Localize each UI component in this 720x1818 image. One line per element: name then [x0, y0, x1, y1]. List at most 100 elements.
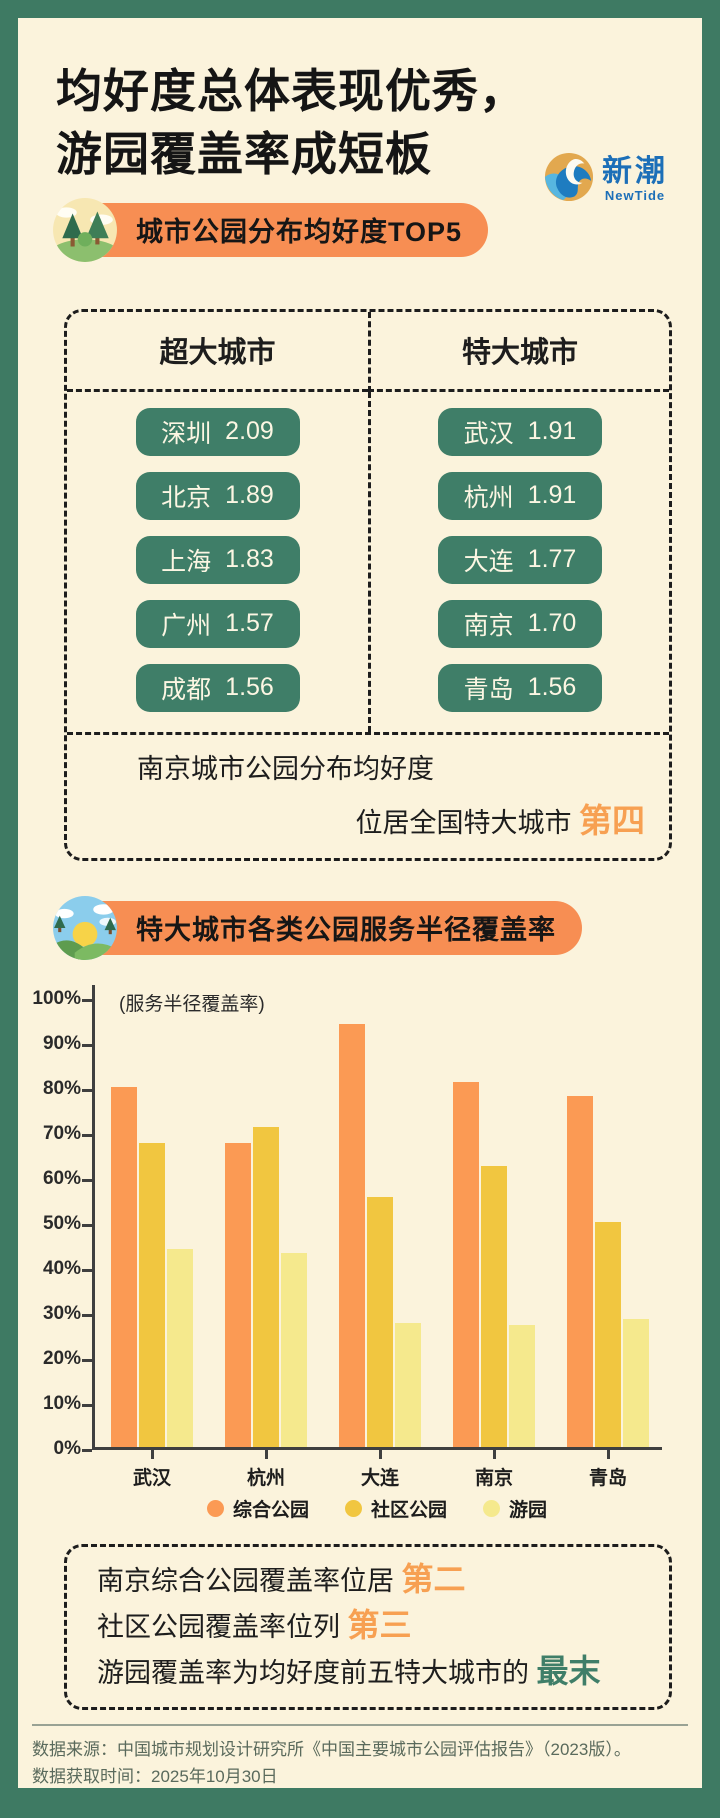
- bar-综合公园-大连: [339, 1023, 365, 1447]
- note-line2: 位居全国特大城市 第四: [137, 794, 649, 842]
- data-retrieved: 数据获取时间：2025年10月30日: [32, 1767, 278, 1787]
- legend-label: 社区公园: [370, 1499, 447, 1521]
- city-score-pill: 广州 1.57: [135, 599, 300, 648]
- city-name: 北京: [161, 483, 212, 512]
- city-name: 深圳: [161, 419, 212, 448]
- note-line1: 南京城市公园分布均好度: [137, 753, 434, 784]
- city-score: 1.91: [527, 417, 577, 446]
- x-tick-label: 青岛: [588, 1467, 627, 1489]
- footer-divider: [32, 1723, 688, 1726]
- y-tick-mark: [82, 1043, 92, 1047]
- bar-group-南京: [437, 1082, 551, 1447]
- bar-group-杭州: [209, 1127, 323, 1447]
- bar-游园-青岛: [623, 1318, 649, 1447]
- top5-note: 南京城市公园分布均好度 位居全国特大城市 第四: [67, 731, 669, 858]
- y-tick-label: 70%: [42, 1122, 81, 1144]
- callout-text: 南京综合公园覆盖率位居: [97, 1565, 402, 1596]
- bar-group-武汉: [95, 1086, 209, 1447]
- city-score: 1.57: [225, 609, 274, 638]
- bar-游园-南京: [509, 1325, 535, 1447]
- note-line2-text: 位居全国特大城市: [355, 807, 579, 838]
- data-source: 数据来源：中国城市规划设计研究所《中国主要城市公园评估报告》（2023版）。: [32, 1739, 631, 1759]
- brand-name-en: NewTide: [604, 187, 666, 203]
- y-tick-label: 90%: [42, 1032, 81, 1054]
- city-name: 上海: [161, 547, 212, 576]
- bar-社区公园-大连: [367, 1197, 393, 1447]
- column-header-mega-cities: 特大城市: [368, 311, 669, 392]
- city-name: 青岛: [463, 675, 514, 704]
- callout-line: 游园覆盖率为均好度前五特大城市的 最末: [97, 1649, 645, 1695]
- city-score: 1.56: [527, 673, 577, 702]
- y-tick-mark: [82, 1133, 92, 1137]
- page-title: 均好度总体表现优秀， 游园覆盖率成短板: [56, 60, 702, 187]
- legend-swatch-icon: [206, 1499, 224, 1517]
- bar-综合公园-武汉: [111, 1086, 137, 1447]
- callout-highlight: 第三: [347, 1606, 412, 1643]
- top5-table: 超大城市 特大城市 深圳 2.09 北京 1.89 上海 1.83 广州 1.57 成都 1.56…: [67, 311, 669, 732]
- y-tick-label: 40%: [42, 1257, 81, 1279]
- infographic-page: 均好度总体表现优秀， 游园覆盖率成短板 新潮 NewTide: [18, 18, 702, 1788]
- city-score-pill: 成都 1.56: [135, 663, 300, 712]
- bar-group-青岛: [551, 1095, 665, 1447]
- city-name: 成都: [161, 675, 212, 704]
- callout-highlight: 第二: [401, 1560, 466, 1597]
- city-score-pill: 深圳 2.09: [135, 407, 300, 456]
- y-tick-mark: [82, 1448, 92, 1452]
- callout-line: 南京综合公园覆盖率位居 第二: [97, 1557, 645, 1603]
- legend-item: 社区公园: [344, 1495, 447, 1522]
- column-header-super-cities: 超大城市: [67, 312, 368, 392]
- y-tick-mark: [82, 998, 92, 1002]
- bar-社区公园-武汉: [139, 1143, 165, 1447]
- coverage-bar-chart: (服务半径覆盖率) 100% 90% 80% 70% 60% 50% 40% 30% 20% 10…: [18, 984, 702, 1530]
- city-name: 武汉: [463, 419, 514, 448]
- page-title-line1: 均好度总体表现优秀，: [56, 65, 526, 117]
- section2-header-row: 特大城市各类公园服务半径覆盖率: [53, 895, 702, 960]
- section2-title: 特大城市各类公园服务半径覆盖率: [136, 915, 556, 946]
- mega-cities-list: 武汉 1.91 杭州 1.91 大连 1.77 南京 1.70 青岛 1.56: [368, 391, 669, 732]
- city-name: 大连: [463, 547, 514, 576]
- y-tick-label: 10%: [42, 1392, 81, 1414]
- y-tick-mark: [82, 1268, 92, 1272]
- x-tick-label: 杭州: [246, 1467, 285, 1489]
- legend-swatch-icon: [483, 1499, 500, 1517]
- city-score: 1.70: [527, 609, 577, 638]
- city-name: 南京: [463, 611, 514, 640]
- city-score-pill: 大连 1.77: [438, 535, 602, 584]
- city-score: 1.77: [527, 545, 577, 574]
- city-name: 广州: [161, 611, 212, 640]
- y-tick-mark: [82, 1403, 92, 1407]
- chart-plot-area: (服务半径覆盖率) 100% 90% 80% 70% 60% 50% 40% 30% 20% 10…: [32, 984, 665, 1489]
- city-score-pill: 南京 1.70: [438, 599, 602, 648]
- legend-item: 游园: [483, 1495, 547, 1522]
- y-tick-label: 60%: [42, 1167, 81, 1189]
- bar-社区公园-杭州: [253, 1127, 279, 1447]
- bar-游园-大连: [395, 1323, 421, 1447]
- section1-title: 城市公园分布均好度TOP5: [136, 217, 463, 248]
- super-cities-list: 深圳 2.09 北京 1.89 上海 1.83 广州 1.57 成都 1.56: [67, 392, 368, 732]
- city-score-pill: 武汉 1.91: [438, 407, 602, 456]
- note-rank-highlight: 第四: [579, 801, 645, 839]
- legend-label: 综合公园: [232, 1499, 309, 1521]
- legend-label: 游园: [509, 1499, 548, 1521]
- x-tick-mark: [606, 1449, 610, 1459]
- y-tick-mark: [82, 1088, 92, 1092]
- bar-游园-杭州: [281, 1253, 307, 1447]
- y-tick-label: 30%: [42, 1302, 81, 1324]
- park-trees-icon: [52, 197, 118, 263]
- bar-游园-武汉: [167, 1248, 193, 1447]
- bar-综合公园-青岛: [567, 1095, 593, 1447]
- x-tick-mark: [378, 1449, 382, 1459]
- x-tick-label: 大连: [360, 1467, 399, 1489]
- footer: 数据来源：中国城市规划设计研究所《中国主要城市公园评估报告》（2023版）。 数…: [32, 1736, 682, 1788]
- y-tick-mark: [82, 1358, 92, 1362]
- legend-item: 综合公园: [206, 1495, 309, 1522]
- legend-swatch-icon: [344, 1499, 362, 1517]
- y-axis-note: (服务半径覆盖率): [119, 993, 265, 1015]
- callout-highlight: 最末: [536, 1652, 601, 1689]
- bar-社区公园-南京: [481, 1165, 507, 1447]
- callout-text: 游园覆盖率为均好度前五特大城市的: [97, 1657, 537, 1688]
- city-score: 1.83: [225, 545, 274, 574]
- city-score-pill: 上海 1.83: [135, 535, 300, 584]
- city-score-pill: 青岛 1.56: [438, 663, 602, 712]
- page-title-line2: 游园覆盖率成短板: [56, 128, 432, 181]
